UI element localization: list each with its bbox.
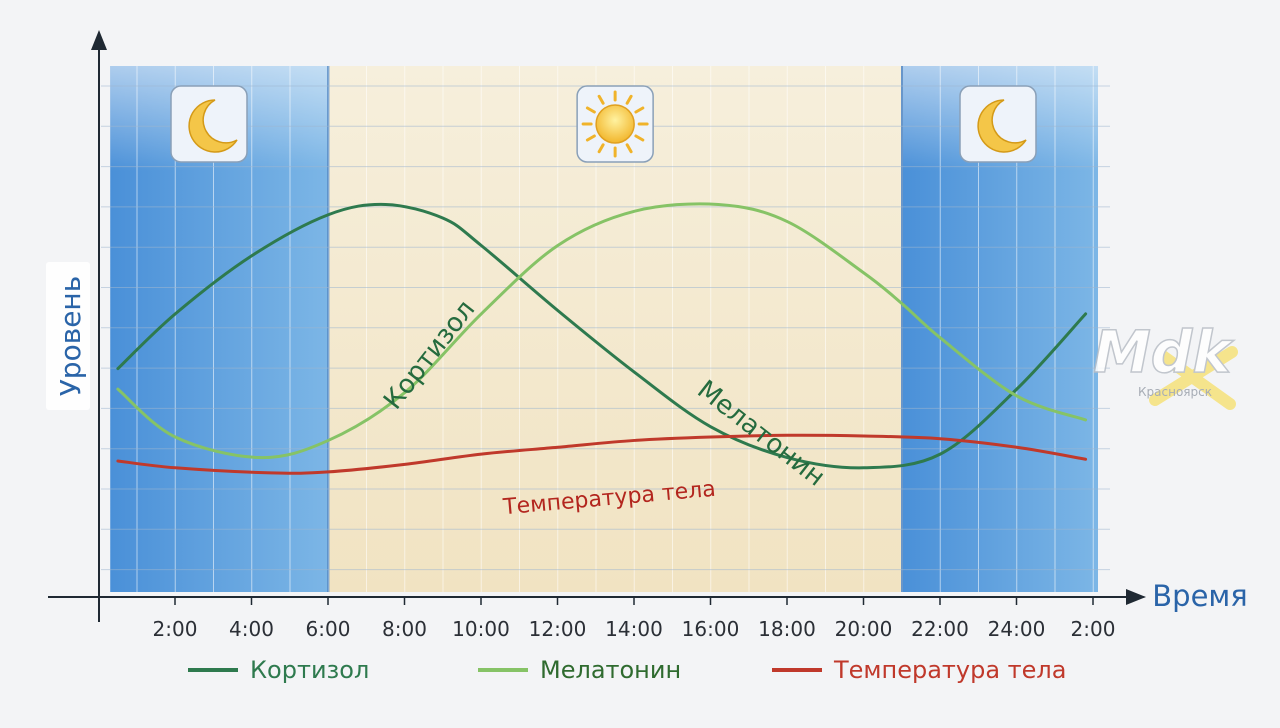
legend-melatonin: Мелатонин: [478, 656, 681, 684]
x-tick-label: 4:00: [229, 617, 274, 641]
watermark: Mdk Красноярск: [1092, 317, 1238, 410]
x-tick-label: 14:00: [605, 617, 663, 641]
legend-cortisol: Кортизол: [188, 656, 369, 684]
legend-body-temperature-label: Температура тела: [833, 656, 1066, 684]
legend-cortisol-label: Кортизол: [250, 656, 369, 684]
sun-icon-1: [576, 85, 654, 163]
x-tick-labels: 2:00 4:00 6:00 8:00 10:00 12:00 14:00 16:00 18:0…: [153, 597, 1116, 641]
x-tick-label: 20:00: [835, 617, 893, 641]
x-tick-label: 6:00: [306, 617, 351, 641]
moon-icon-0: [170, 85, 248, 163]
x-axis-label: Время: [1152, 579, 1247, 613]
watermark-city: Красноярск: [1138, 385, 1212, 399]
melatonin-line: [116, 202, 1088, 460]
legend-body-temperature: Температура тела: [772, 656, 1066, 684]
cortisol-line: [116, 202, 1088, 470]
series-lines: [116, 202, 1088, 475]
axes: [48, 30, 1146, 622]
x-tick-label: 24:00: [988, 617, 1046, 641]
x-tick-label: 2:00: [1071, 617, 1116, 641]
y-axis-label-box: [46, 262, 90, 410]
x-tick-label: 18:00: [758, 617, 816, 641]
y-axis-arrow: [91, 30, 107, 50]
x-tick-label: 10:00: [452, 617, 510, 641]
legend-melatonin-label: Мелатонин: [540, 656, 681, 684]
x-tick-label: 12:00: [529, 617, 587, 641]
x-tick-label: 2:00: [153, 617, 198, 641]
y-axis-label: Уровень: [46, 262, 90, 410]
legend: Кортизол Мелатонин Температура тела: [188, 656, 1066, 684]
body-temperature-line: [116, 433, 1088, 475]
watermark-brand: Mdk: [1093, 318, 1234, 386]
x-tick-label: 22:00: [911, 617, 969, 641]
y-axis-label-text: Уровень: [54, 276, 87, 397]
moon-icon-2: [959, 85, 1037, 163]
watermark-cross-icon: [1149, 346, 1238, 410]
x-tick-label: 8:00: [382, 617, 427, 641]
x-axis-arrow: [1126, 589, 1146, 605]
period-icons: [170, 85, 1037, 163]
grid-lines: [101, 66, 1110, 592]
x-tick-label: 16:00: [682, 617, 740, 641]
